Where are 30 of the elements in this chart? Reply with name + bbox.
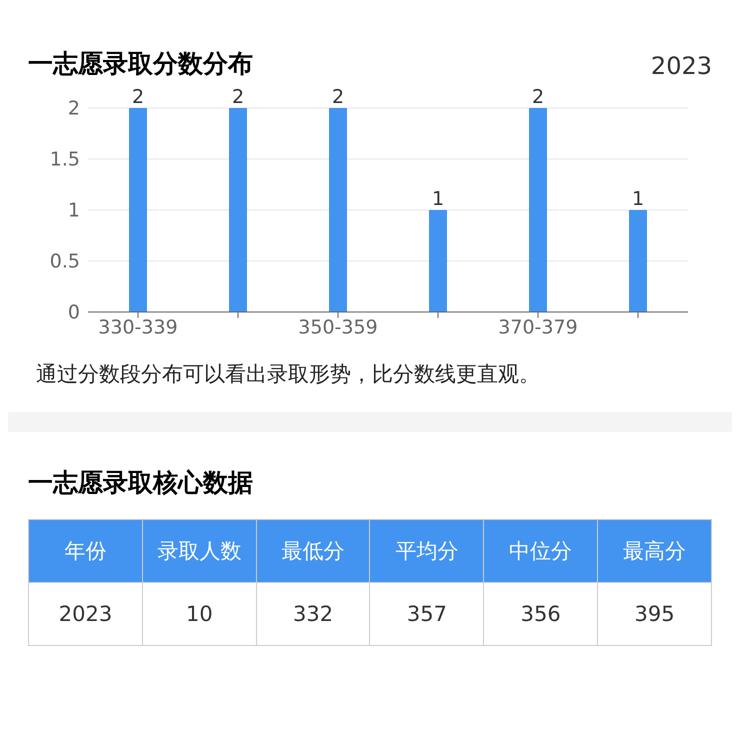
data-label: 1	[632, 188, 644, 210]
y-tick-label: 0.5	[50, 250, 80, 273]
data-label: 2	[232, 86, 244, 108]
category-label: 最低分	[256, 520, 370, 582]
data-label: 10	[142, 582, 256, 646]
data-label: 332	[256, 582, 370, 646]
data-label: 357	[370, 582, 484, 646]
x-tick-label: 330-339	[98, 316, 178, 338]
y-tick-label: 1.5	[50, 148, 80, 171]
data-label: 2	[532, 86, 544, 108]
y-tick-label: 0	[68, 302, 80, 324]
data-label: 2	[332, 86, 344, 108]
data-label: 1	[432, 188, 444, 210]
chart-subtitle: 2023	[650, 52, 712, 80]
category-label: 中位分	[484, 520, 598, 582]
text: 一志愿录取核心数据	[28, 467, 254, 499]
x-tick-label: 350-359	[298, 316, 378, 338]
chart-title: 一志愿录取分数分布	[28, 48, 253, 80]
category-label: 年份	[28, 520, 143, 582]
text: 通过分数段分布可以看出录取形势，比分数线更直观。	[35, 361, 541, 388]
y-tick-label: 1	[68, 200, 80, 222]
data-label: 356	[484, 582, 598, 646]
x-tick-label: 370-379	[498, 316, 578, 338]
category-label: 录取人数	[142, 520, 256, 582]
data-label: 2	[132, 86, 144, 108]
category-label: 平均分	[370, 520, 484, 582]
data-label: 395	[598, 582, 712, 646]
y-tick-label: 2	[68, 98, 80, 120]
category-label: 最高分	[598, 520, 712, 582]
data-label: 2023	[28, 582, 143, 646]
